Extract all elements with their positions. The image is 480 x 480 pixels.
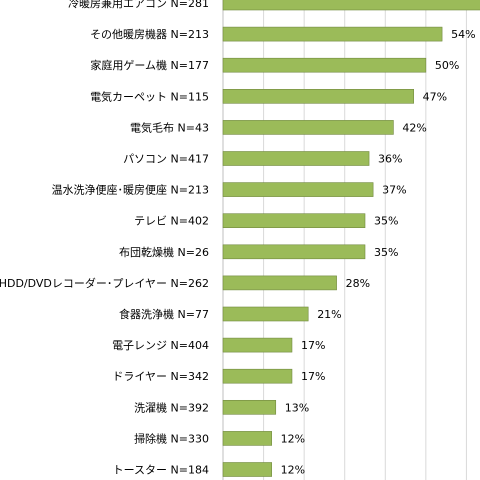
value-label: 35% — [374, 215, 398, 228]
bar — [222, 182, 374, 197]
category-label: 温水洗浄便座･暖房便座 N=213 — [52, 183, 209, 197]
bar — [222, 306, 309, 322]
value-label: 13% — [285, 401, 309, 414]
category-label: 食器洗浄機 N=77 — [119, 307, 209, 321]
category-label: 布団乾燥機 N=26 — [119, 245, 209, 259]
category-label: トースター N=184 — [113, 464, 209, 477]
value-label: 50% — [435, 59, 459, 72]
bar — [222, 57, 427, 73]
value-label: 36% — [378, 153, 402, 166]
bar — [222, 151, 370, 166]
bar-series — [222, 0, 480, 477]
bar — [222, 275, 337, 291]
bar — [222, 0, 480, 11]
bar — [222, 120, 394, 135]
bar — [222, 431, 272, 446]
value-label: 35% — [374, 246, 398, 259]
value-label: 28% — [346, 277, 370, 290]
category-label: ドライヤー N=342 — [112, 370, 209, 383]
value-label: 12% — [281, 464, 305, 477]
value-label: 17% — [301, 370, 325, 383]
value-label: 21% — [317, 308, 341, 321]
bar — [222, 89, 414, 104]
value-label: 12% — [281, 432, 305, 445]
bar — [222, 368, 293, 384]
bar — [222, 462, 272, 477]
category-label: パソコン N=417 — [123, 153, 209, 166]
category-label: テレビ N=402 — [134, 215, 209, 228]
category-label: 電気カーペット N=115 — [90, 89, 209, 103]
category-labels: 冷暖房兼用エアコン N=281 その他暖房機器 N=213 家庭用ゲーム機 N=17… — [0, 0, 209, 477]
value-label: 42% — [402, 121, 426, 134]
value-labels: 70%54%50%47%42%36%37%35%35%28%21%17%17%1… — [281, 28, 476, 477]
value-label: 17% — [301, 339, 325, 352]
grid-lines — [222, 0, 467, 480]
bar — [222, 337, 293, 353]
value-label: 47% — [423, 90, 447, 103]
bar — [222, 244, 366, 260]
value-label: 54% — [451, 28, 475, 41]
category-label: 冷暖房兼用エアコン N=281 — [68, 0, 209, 10]
bar — [222, 213, 366, 228]
category-label: 電気毛布 N=43 — [130, 120, 209, 134]
category-label: 家庭用ゲーム機 N=177 — [90, 58, 209, 72]
bar — [222, 26, 443, 42]
value-label: 37% — [382, 184, 406, 197]
category-label: 掃除機 N=330 — [134, 431, 209, 445]
category-label: 洗濯機 N=392 — [134, 400, 209, 414]
bar — [222, 399, 277, 415]
category-label: 電子レンジ N=404 — [112, 339, 209, 352]
category-label: HDD/DVDレコーダー･プレイヤー N=262 — [0, 276, 209, 290]
category-label: その他暖房機器 N=213 — [90, 27, 209, 41]
